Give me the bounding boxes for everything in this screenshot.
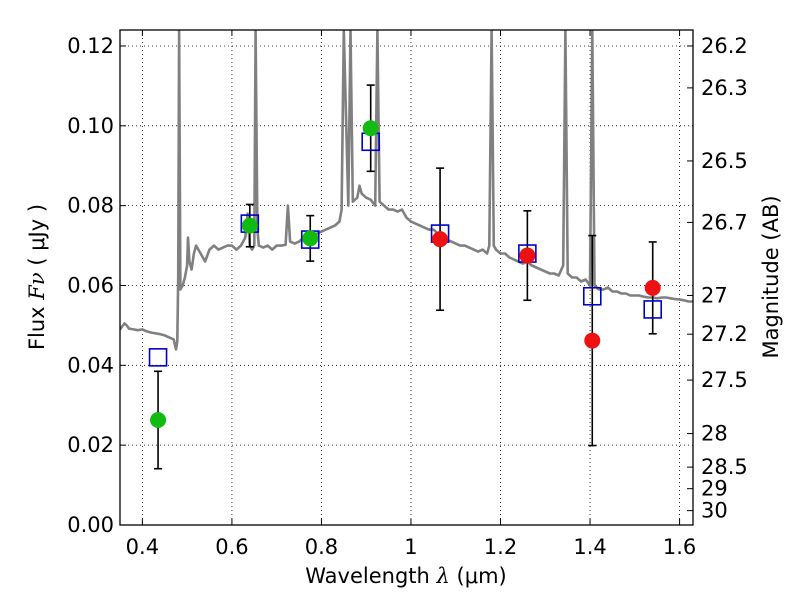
y2-tick-label: 27.5 xyxy=(701,368,748,392)
y-tick-label: 0.04 xyxy=(67,353,114,377)
x-tick-labels: 0.4 0.6 0.8 1 1.2 1.4 1.6 xyxy=(126,535,697,559)
x-tick-label: 0.8 xyxy=(305,535,338,559)
y2-tick-label: 27.2 xyxy=(701,322,748,346)
x-tick-label: 1.4 xyxy=(573,535,606,559)
y-tick-label: 0.00 xyxy=(67,513,114,537)
model-spectrum-line xyxy=(120,30,693,351)
x-tick-label: 1 xyxy=(404,535,417,559)
x-tick-label: 1.6 xyxy=(663,535,696,559)
observed-flux-point xyxy=(584,332,601,349)
y2-tick-label: 26.5 xyxy=(701,149,748,173)
y2-tick-label: 26.7 xyxy=(701,210,748,234)
model-flux-square xyxy=(643,300,663,319)
y-tick-labels: 0.00 0.02 0.04 0.06 0.08 0.10 0.12 xyxy=(67,34,114,537)
x-tick-label: 0.4 xyxy=(126,535,159,559)
y2-tick-label: 27 xyxy=(701,283,728,307)
y2-tick-label: 29 xyxy=(701,477,728,501)
y2-tick-label: 28.5 xyxy=(701,455,748,479)
observed-flux-markers xyxy=(150,120,661,429)
observed-flux-point xyxy=(241,217,258,234)
y2-tick-label: 30 xyxy=(701,499,728,523)
model-flux-markers xyxy=(148,132,663,367)
y-tick-label: 0.02 xyxy=(67,433,114,457)
y-axis-label: Flux Fν ( μJy ) xyxy=(25,204,49,350)
observed-flux-point xyxy=(519,247,536,264)
observed-flux-point xyxy=(362,120,379,137)
observed-flux-point xyxy=(644,279,661,296)
observed-flux-point xyxy=(302,230,319,247)
model-flux-square xyxy=(148,348,168,367)
model-flux-square xyxy=(582,286,602,306)
grid-lines xyxy=(120,30,693,526)
x-tick-label: 1.2 xyxy=(484,535,517,559)
plot-frame xyxy=(119,29,694,526)
y2-tick-label: 28 xyxy=(701,422,728,446)
y2-tick-label: 26.2 xyxy=(701,34,748,58)
x-axis-label: Wavelength λ (μm) xyxy=(305,564,506,588)
y2-axis-label: Magnitude (AB) xyxy=(759,195,783,358)
axis-ticks xyxy=(120,30,693,526)
model-spectrum xyxy=(120,30,693,351)
observed-flux-point xyxy=(150,412,167,429)
y2-tick-label: 26.3 xyxy=(701,76,748,100)
y-tick-label: 0.12 xyxy=(67,34,114,58)
y-tick-label: 0.10 xyxy=(67,114,114,138)
x-tick-label: 0.6 xyxy=(215,535,248,559)
error-bars xyxy=(154,84,657,470)
y-tick-label: 0.08 xyxy=(67,194,114,218)
observed-flux-point xyxy=(432,231,449,248)
y-tick-label: 0.06 xyxy=(67,273,114,297)
